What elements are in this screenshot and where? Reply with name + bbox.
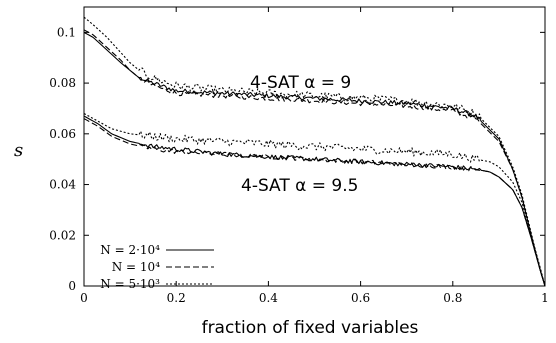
y-axis-label: s <box>14 140 23 161</box>
x-tick-label: 0.4 <box>259 291 278 305</box>
series-line-alpha-9-5-dotted <box>83 113 546 287</box>
y-tick-label: 0.08 <box>49 76 76 90</box>
plot-area <box>83 6 546 287</box>
y-tick-label: 0.06 <box>49 127 76 141</box>
series-layer <box>83 16 546 287</box>
y-tick-label: 0.02 <box>49 228 76 242</box>
y-tick-label: 0.1 <box>57 25 76 39</box>
series-line-alpha-9-dotted <box>83 16 546 287</box>
y-tick-label: 0.04 <box>49 178 76 192</box>
x-tick-label: 1 <box>541 291 549 305</box>
y-tick-label: 0 <box>68 279 76 293</box>
axis-ticks <box>83 7 546 287</box>
tick-labels: 0 0.2 0.4 0.6 0.8 1 0 0.02 0.04 0.06 0.08 0.1 <box>49 25 549 305</box>
x-tick-label: 0.8 <box>443 291 462 305</box>
x-tick-label: 0 <box>80 291 88 305</box>
x-axis-label: fraction of fixed variables <box>202 318 419 338</box>
legend-label-n-2e4: N = 2·10⁴ <box>100 243 160 257</box>
series-line-alpha-9-dashed <box>83 29 546 287</box>
plot-frame <box>83 6 546 287</box>
legend-label-n-5e3: N = 5·10³ <box>100 277 160 291</box>
legend-label-n-1e4: N = 10⁴ <box>112 260 160 274</box>
annotation-alpha-9: 4-SAT α = 9 <box>250 73 351 93</box>
legend: N = 2·10⁴ N = 10⁴ N = 5·10³ <box>100 243 214 291</box>
x-tick-label: 0.2 <box>167 291 186 305</box>
x-tick-label: 0.6 <box>351 291 370 305</box>
annotation-alpha-9-5: 4-SAT α = 9.5 <box>241 176 358 196</box>
series-line-alpha-9-5-dashed <box>83 118 546 287</box>
